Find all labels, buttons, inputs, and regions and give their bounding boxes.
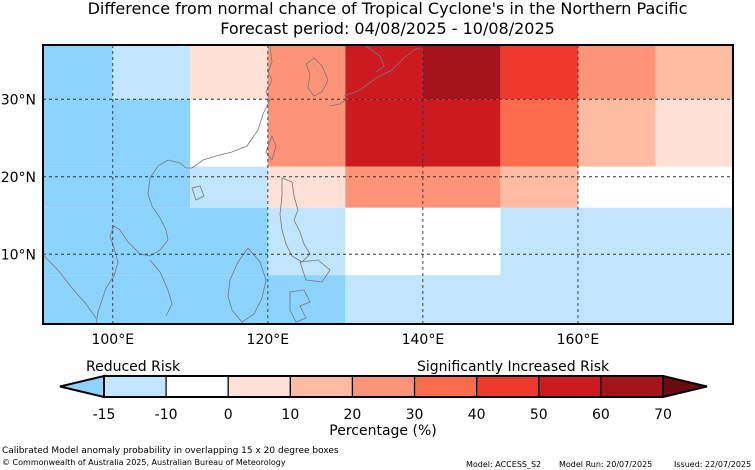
grid-cell: [267, 99, 346, 167]
grid-cell: [345, 207, 501, 276]
korea-coastline: [305, 57, 329, 97]
colorbar-tick-label: 50: [530, 407, 548, 423]
colorbar-tick-label: 70: [654, 407, 672, 423]
footer-issued: Issued: 22/07/2025: [674, 460, 752, 469]
asia-coastline: [95, 45, 273, 325]
grid-cell: [345, 99, 501, 167]
colorbar-segment: [600, 375, 664, 398]
footer-model: Model: ACCESS_S2: [466, 460, 542, 469]
footer-model-run: Model Run: 20/07/2025: [559, 460, 653, 469]
grid-cell: [112, 45, 191, 100]
longitude-tick-label: 120°E: [247, 332, 290, 348]
latitude-tick-label: 20°N: [1, 170, 36, 186]
longitude-tick-label: 100°E: [91, 332, 134, 348]
grid-cell: [345, 275, 733, 324]
latitude-tick-label: 10°N: [1, 247, 36, 263]
mindanao-coastline: [299, 259, 331, 283]
longitude-tick-labels: 100°E 120°E 140°E 160°E: [91, 332, 599, 348]
sumatra-coastline: [43, 255, 97, 319]
colorbar-segment: [538, 375, 602, 398]
grid-cell: [500, 166, 578, 208]
grid-cell: [43, 275, 346, 324]
grid-cell: [43, 45, 113, 100]
grid-cell: [190, 166, 268, 208]
colorbar-segment: [103, 375, 167, 398]
korea-peninsula: [365, 45, 385, 73]
colorbar: [59, 374, 708, 399]
footer-note: Calibrated Model anomaly probability in …: [2, 446, 339, 456]
graticule: [43, 45, 733, 324]
grid-cell: [43, 166, 191, 208]
colorbar-segment: [289, 375, 354, 398]
grid-cell: [655, 45, 733, 100]
map-title: Difference from normal chance of Tropica…: [87, 0, 688, 18]
grid-cell: [500, 207, 733, 276]
malay-peninsula: [149, 259, 173, 317]
colorbar-upper-extension: [662, 374, 708, 399]
colorbar-segment: [413, 375, 478, 398]
grid-cell: [500, 99, 578, 167]
colorbar-tick-label: 0: [224, 407, 233, 423]
colorbar-unit-label: Percentage (%): [329, 423, 436, 439]
grid-cell: [655, 99, 733, 167]
hainan-coastline: [191, 185, 205, 201]
anomaly-grid: [43, 45, 733, 324]
colorbar-tick-label: 60: [592, 407, 610, 423]
colorbar-tick-label: 10: [281, 407, 299, 423]
colorbar-segment: [351, 375, 416, 398]
grid-cell: [267, 207, 346, 276]
grid-cell: [577, 166, 733, 208]
grid-cell: [422, 45, 501, 100]
colorbar-segment: [165, 375, 229, 398]
borneo-coastline: [227, 247, 267, 323]
colorbar-tick-label: -15: [93, 407, 116, 423]
grid-cell: [577, 45, 656, 100]
grid-cell: [43, 99, 191, 167]
footer-copyright: © Commonwealth of Australia 2025, Austra…: [2, 458, 286, 467]
colorbar-tick-labels: -15 -10 0 10 20 30 40 50 60 70: [93, 407, 672, 423]
legend-reduced-risk-label: Reduced Risk: [86, 359, 181, 375]
grid-cell: [190, 45, 268, 100]
taiwan-coastline: [265, 134, 277, 161]
grid-cell: [500, 45, 578, 100]
sulawesi-coastline: [289, 289, 311, 323]
latitude-tick-labels: 30°N 20°N 10°N: [1, 92, 36, 263]
colorbar-segment: [227, 375, 291, 398]
map-frame: [42, 44, 734, 325]
grid-cell: [577, 99, 656, 167]
grid-cell: [190, 99, 268, 167]
colorbar-tick-label: 30: [406, 407, 424, 423]
grid-cell: [43, 207, 268, 276]
grid-cell: [267, 45, 346, 100]
latitude-tick-label: 30°N: [1, 92, 36, 108]
legend-increased-risk-label: Significantly Increased Risk: [417, 359, 610, 375]
longitude-tick-label: 160°E: [557, 332, 600, 348]
coastlines: [43, 45, 421, 325]
longitude-tick-label: 140°E: [402, 332, 445, 348]
grid-cell: [345, 45, 423, 100]
japan-coastline: [329, 47, 421, 107]
colorbar-tick-label: 40: [468, 407, 486, 423]
colorbar-tick-label: -10: [155, 407, 178, 423]
colorbar-outline: [103, 375, 664, 398]
colorbar-tick-label: 20: [344, 407, 362, 423]
colorbar-lower-extension: [59, 374, 105, 399]
colorbar-segment: [476, 375, 540, 398]
forecast-period: Forecast period: 04/08/2025 - 10/08/2025: [220, 19, 555, 38]
grid-cell: [267, 166, 346, 208]
